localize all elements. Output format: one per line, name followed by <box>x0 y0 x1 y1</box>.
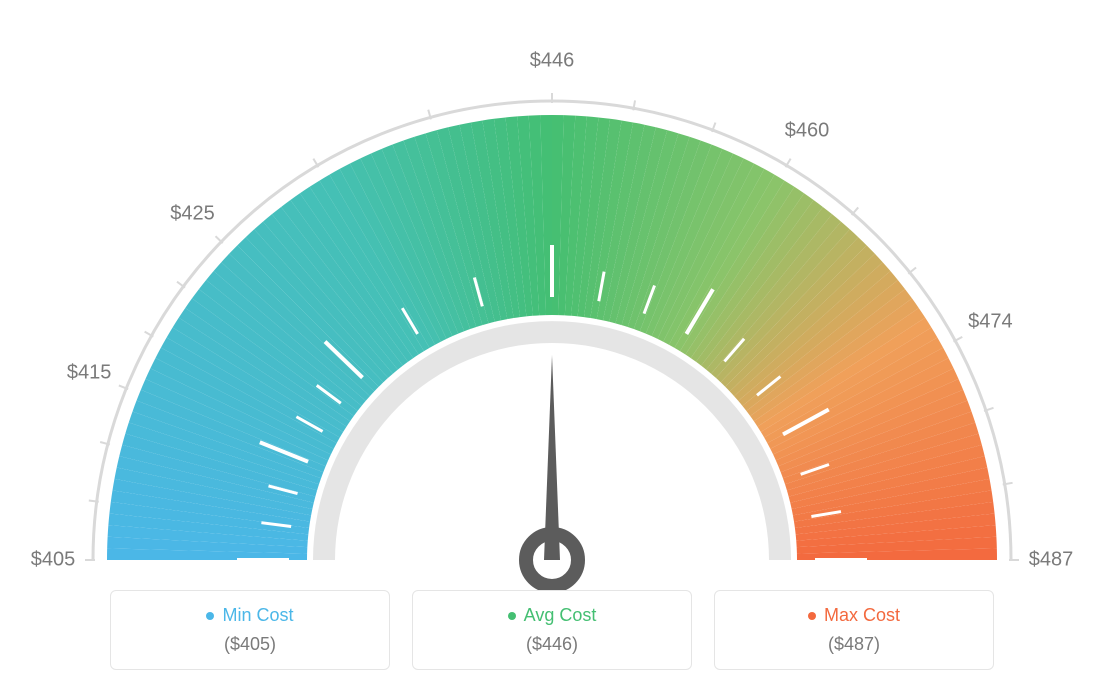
tick-label: $415 <box>67 362 112 385</box>
tick-label: $425 <box>170 202 215 225</box>
legend-row: Min Cost ($405) Avg Cost ($446) Max Cost… <box>110 590 994 670</box>
tick-label: $474 <box>968 310 1013 333</box>
legend-dot-avg <box>508 612 516 620</box>
tick-label: $460 <box>785 120 830 143</box>
tick-label: $405 <box>31 549 76 572</box>
tick-label: $446 <box>530 50 575 73</box>
legend-avg-cost: Avg Cost ($446) <box>412 590 692 670</box>
gauge-area: $405 $415 $425 $446 $460 $474 $487 <box>0 0 1104 590</box>
cost-gauge-chart: $405 $415 $425 $446 $460 $474 $487 Min Cost ($… <box>0 0 1104 690</box>
legend-dot-max <box>808 612 816 620</box>
legend-dot-min <box>206 612 214 620</box>
legend-min-cost: Min Cost ($405) <box>110 590 390 670</box>
legend-value-avg: ($446) <box>433 634 671 655</box>
legend-label-max: Max Cost <box>824 605 900 626</box>
legend-value-min: ($405) <box>131 634 369 655</box>
legend-label-min: Min Cost <box>222 605 293 626</box>
legend-value-max: ($487) <box>735 634 973 655</box>
tick-label: $487 <box>1029 549 1074 572</box>
gauge-svg <box>0 0 1104 590</box>
legend-label-avg: Avg Cost <box>524 605 597 626</box>
legend-max-cost: Max Cost ($487) <box>714 590 994 670</box>
